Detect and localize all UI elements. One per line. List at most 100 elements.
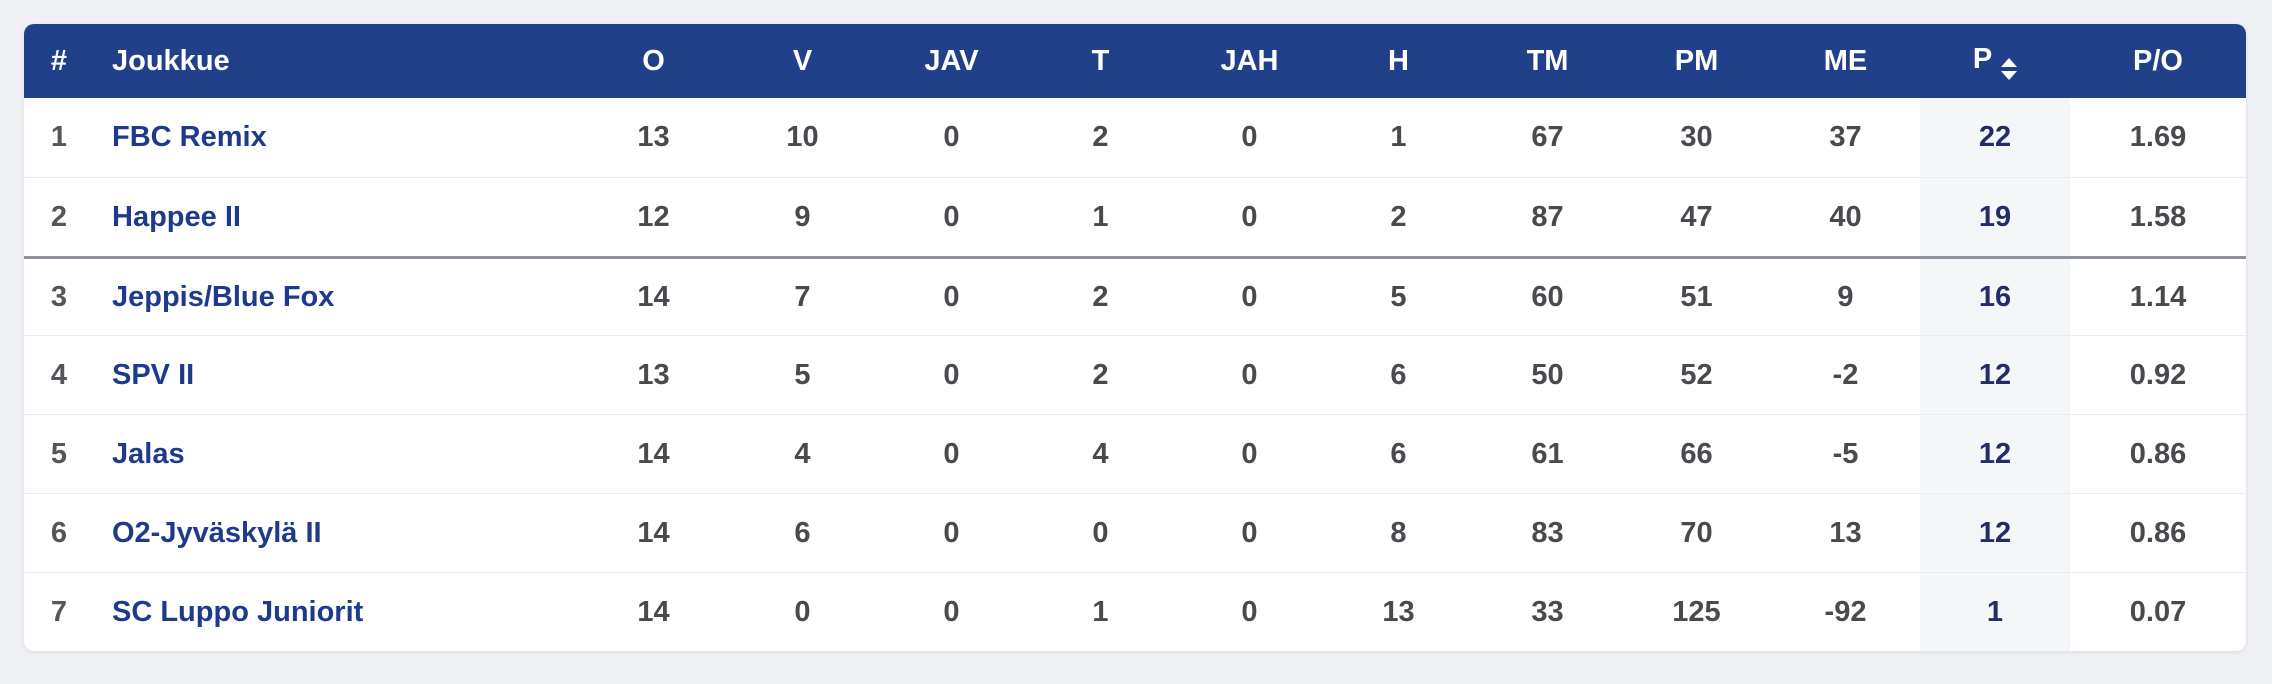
cell-ot-wins: 0 — [877, 414, 1026, 493]
cell-points: 16 — [1920, 256, 2070, 335]
cell-points: 1 — [1920, 572, 2070, 651]
cell-draws: 2 — [1026, 256, 1175, 335]
cell-draws: 1 — [1026, 572, 1175, 651]
cell-goal-diff: -92 — [1771, 572, 1920, 651]
sort-down-arrow-icon — [2001, 70, 2018, 80]
cell-games: 13 — [637, 121, 670, 153]
page: # Joukkue O V JAV T JAH H TM PM ME P P/O — [24, 24, 2246, 651]
cell-goals-against: 51 — [1622, 256, 1771, 335]
cell-draws: 4 — [1026, 414, 1175, 493]
cell-goals-for: 60 — [1473, 256, 1622, 335]
rank-cell: 4 — [24, 335, 94, 414]
cell-points-per-game: 1.69 — [2129, 121, 2187, 153]
rank-cell: 1 — [50, 121, 68, 153]
cell-games: 13 — [579, 335, 728, 414]
standings-table: # Joukkue O V JAV T JAH H TM PM ME P P/O — [24, 24, 2246, 651]
cell-points-per-game: 1.58 — [2070, 177, 2246, 256]
cell-games: 14 — [579, 493, 728, 572]
cell-goals-for: 67 — [1531, 121, 1564, 153]
cell-wins: 7 — [728, 256, 877, 335]
cell-losses: 1 — [1390, 121, 1407, 153]
cell-points-per-game: 0.86 — [2070, 414, 2246, 493]
cell-goal-diff: -2 — [1771, 335, 1920, 414]
cell-wins: 0 — [728, 572, 877, 651]
cell-points: 12 — [1920, 493, 2070, 572]
cell-draws: 2 — [1092, 121, 1109, 153]
cell-goals-against: 47 — [1622, 177, 1771, 256]
cell-draws: 2 — [1026, 335, 1175, 414]
cell-goal-diff: 9 — [1771, 256, 1920, 335]
cell-wins: 9 — [728, 177, 877, 256]
col-header-goal-diff[interactable]: ME — [1771, 24, 1920, 98]
col-header-ot-wins[interactable]: JAV — [877, 24, 1026, 98]
table-row: 7 SC Luppo Juniorit 14 0 0 1 0 13 33 125… — [24, 572, 2246, 651]
col-header-rank[interactable]: # — [24, 24, 94, 98]
cell-wins: 6 — [728, 493, 877, 572]
cell-goals-for: 61 — [1473, 414, 1622, 493]
cell-ot-losses: 0 — [1241, 121, 1258, 153]
col-header-draws[interactable]: T — [1026, 24, 1175, 98]
cell-goal-diff: 13 — [1771, 493, 1920, 572]
col-header-ot-losses[interactable]: JAH — [1175, 24, 1324, 98]
cell-wins: 5 — [728, 335, 877, 414]
team-link[interactable]: SPV II — [112, 358, 195, 391]
cell-losses: 8 — [1324, 493, 1473, 572]
col-header-goals-for[interactable]: TM — [1473, 24, 1622, 98]
cell-points: 22 — [1920, 98, 2070, 177]
col-header-goals-against[interactable]: PM — [1622, 24, 1771, 98]
rank-cell: 3 — [24, 256, 94, 335]
team-link[interactable]: O2-Jyväskylä II — [112, 516, 322, 549]
cell-ot-losses: 0 — [1175, 177, 1324, 256]
team-link[interactable]: SC Luppo Juniorit — [112, 595, 364, 628]
table-body: 1 FBC Remix 13 10 0 2 0 1 67 30 37 22 1.… — [24, 98, 2246, 651]
cell-ot-wins: 0 — [877, 256, 1026, 335]
cell-points: 12 — [1920, 335, 2070, 414]
cell-games: 12 — [579, 177, 728, 256]
sort-icon[interactable] — [2001, 57, 2018, 80]
table-row: 2 Happee II 12 9 0 1 0 2 87 47 40 19 1.5… — [24, 177, 2246, 256]
cell-games: 14 — [579, 414, 728, 493]
team-link[interactable]: Jeppis/Blue Fox — [112, 280, 335, 313]
team-link[interactable]: Jalas — [112, 437, 185, 470]
cell-goals-for: 83 — [1473, 493, 1622, 572]
col-header-games[interactable]: O — [579, 24, 728, 98]
sort-up-arrow-icon — [2001, 57, 2018, 67]
rank-cell: 7 — [24, 572, 94, 651]
cell-goals-against: 66 — [1622, 414, 1771, 493]
cell-wins: 10 — [786, 121, 819, 153]
cell-goal-diff: 37 — [1829, 121, 1862, 153]
col-header-wins[interactable]: V — [728, 24, 877, 98]
cell-losses: 2 — [1324, 177, 1473, 256]
cell-ot-losses: 0 — [1175, 572, 1324, 651]
team-cell: SPV II — [94, 335, 579, 414]
cell-goals-for: 87 — [1473, 177, 1622, 256]
cell-losses: 5 — [1324, 256, 1473, 335]
cell-ot-wins: 0 — [943, 121, 960, 153]
col-header-losses[interactable]: H — [1324, 24, 1473, 98]
cell-losses: 6 — [1324, 335, 1473, 414]
col-header-team[interactable]: Joukkue — [94, 24, 579, 98]
cell-points: 12 — [1920, 414, 2070, 493]
team-link[interactable]: FBC Remix — [112, 121, 267, 153]
col-header-points-per-game[interactable]: P/O — [2070, 24, 2246, 98]
team-cell: SC Luppo Juniorit — [94, 572, 579, 651]
cell-draws: 0 — [1026, 493, 1175, 572]
cell-goals-against: 30 — [1680, 121, 1713, 153]
cell-draws: 1 — [1026, 177, 1175, 256]
cell-ot-losses: 0 — [1175, 414, 1324, 493]
cell-ot-wins: 0 — [877, 335, 1026, 414]
table-row: 5 Jalas 14 4 0 4 0 6 61 66 -5 12 0.86 — [24, 414, 2246, 493]
cell-goals-for: 33 — [1473, 572, 1622, 651]
cell-losses: 13 — [1324, 572, 1473, 651]
cell-wins: 4 — [728, 414, 877, 493]
team-cell: O2-Jyväskylä II — [94, 493, 579, 572]
table-header: # Joukkue O V JAV T JAH H TM PM ME P P/O — [24, 24, 2246, 98]
cell-points-per-game: 0.92 — [2070, 335, 2246, 414]
cell-ot-losses: 0 — [1175, 256, 1324, 335]
cell-ot-wins: 0 — [877, 572, 1026, 651]
table-row: 4 SPV II 13 5 0 2 0 6 50 52 -2 12 0.92 — [24, 335, 2246, 414]
rank-cell: 6 — [24, 493, 94, 572]
col-header-points[interactable]: P — [1920, 24, 2070, 98]
cell-ot-losses: 0 — [1175, 335, 1324, 414]
team-link[interactable]: Happee II — [112, 200, 241, 233]
